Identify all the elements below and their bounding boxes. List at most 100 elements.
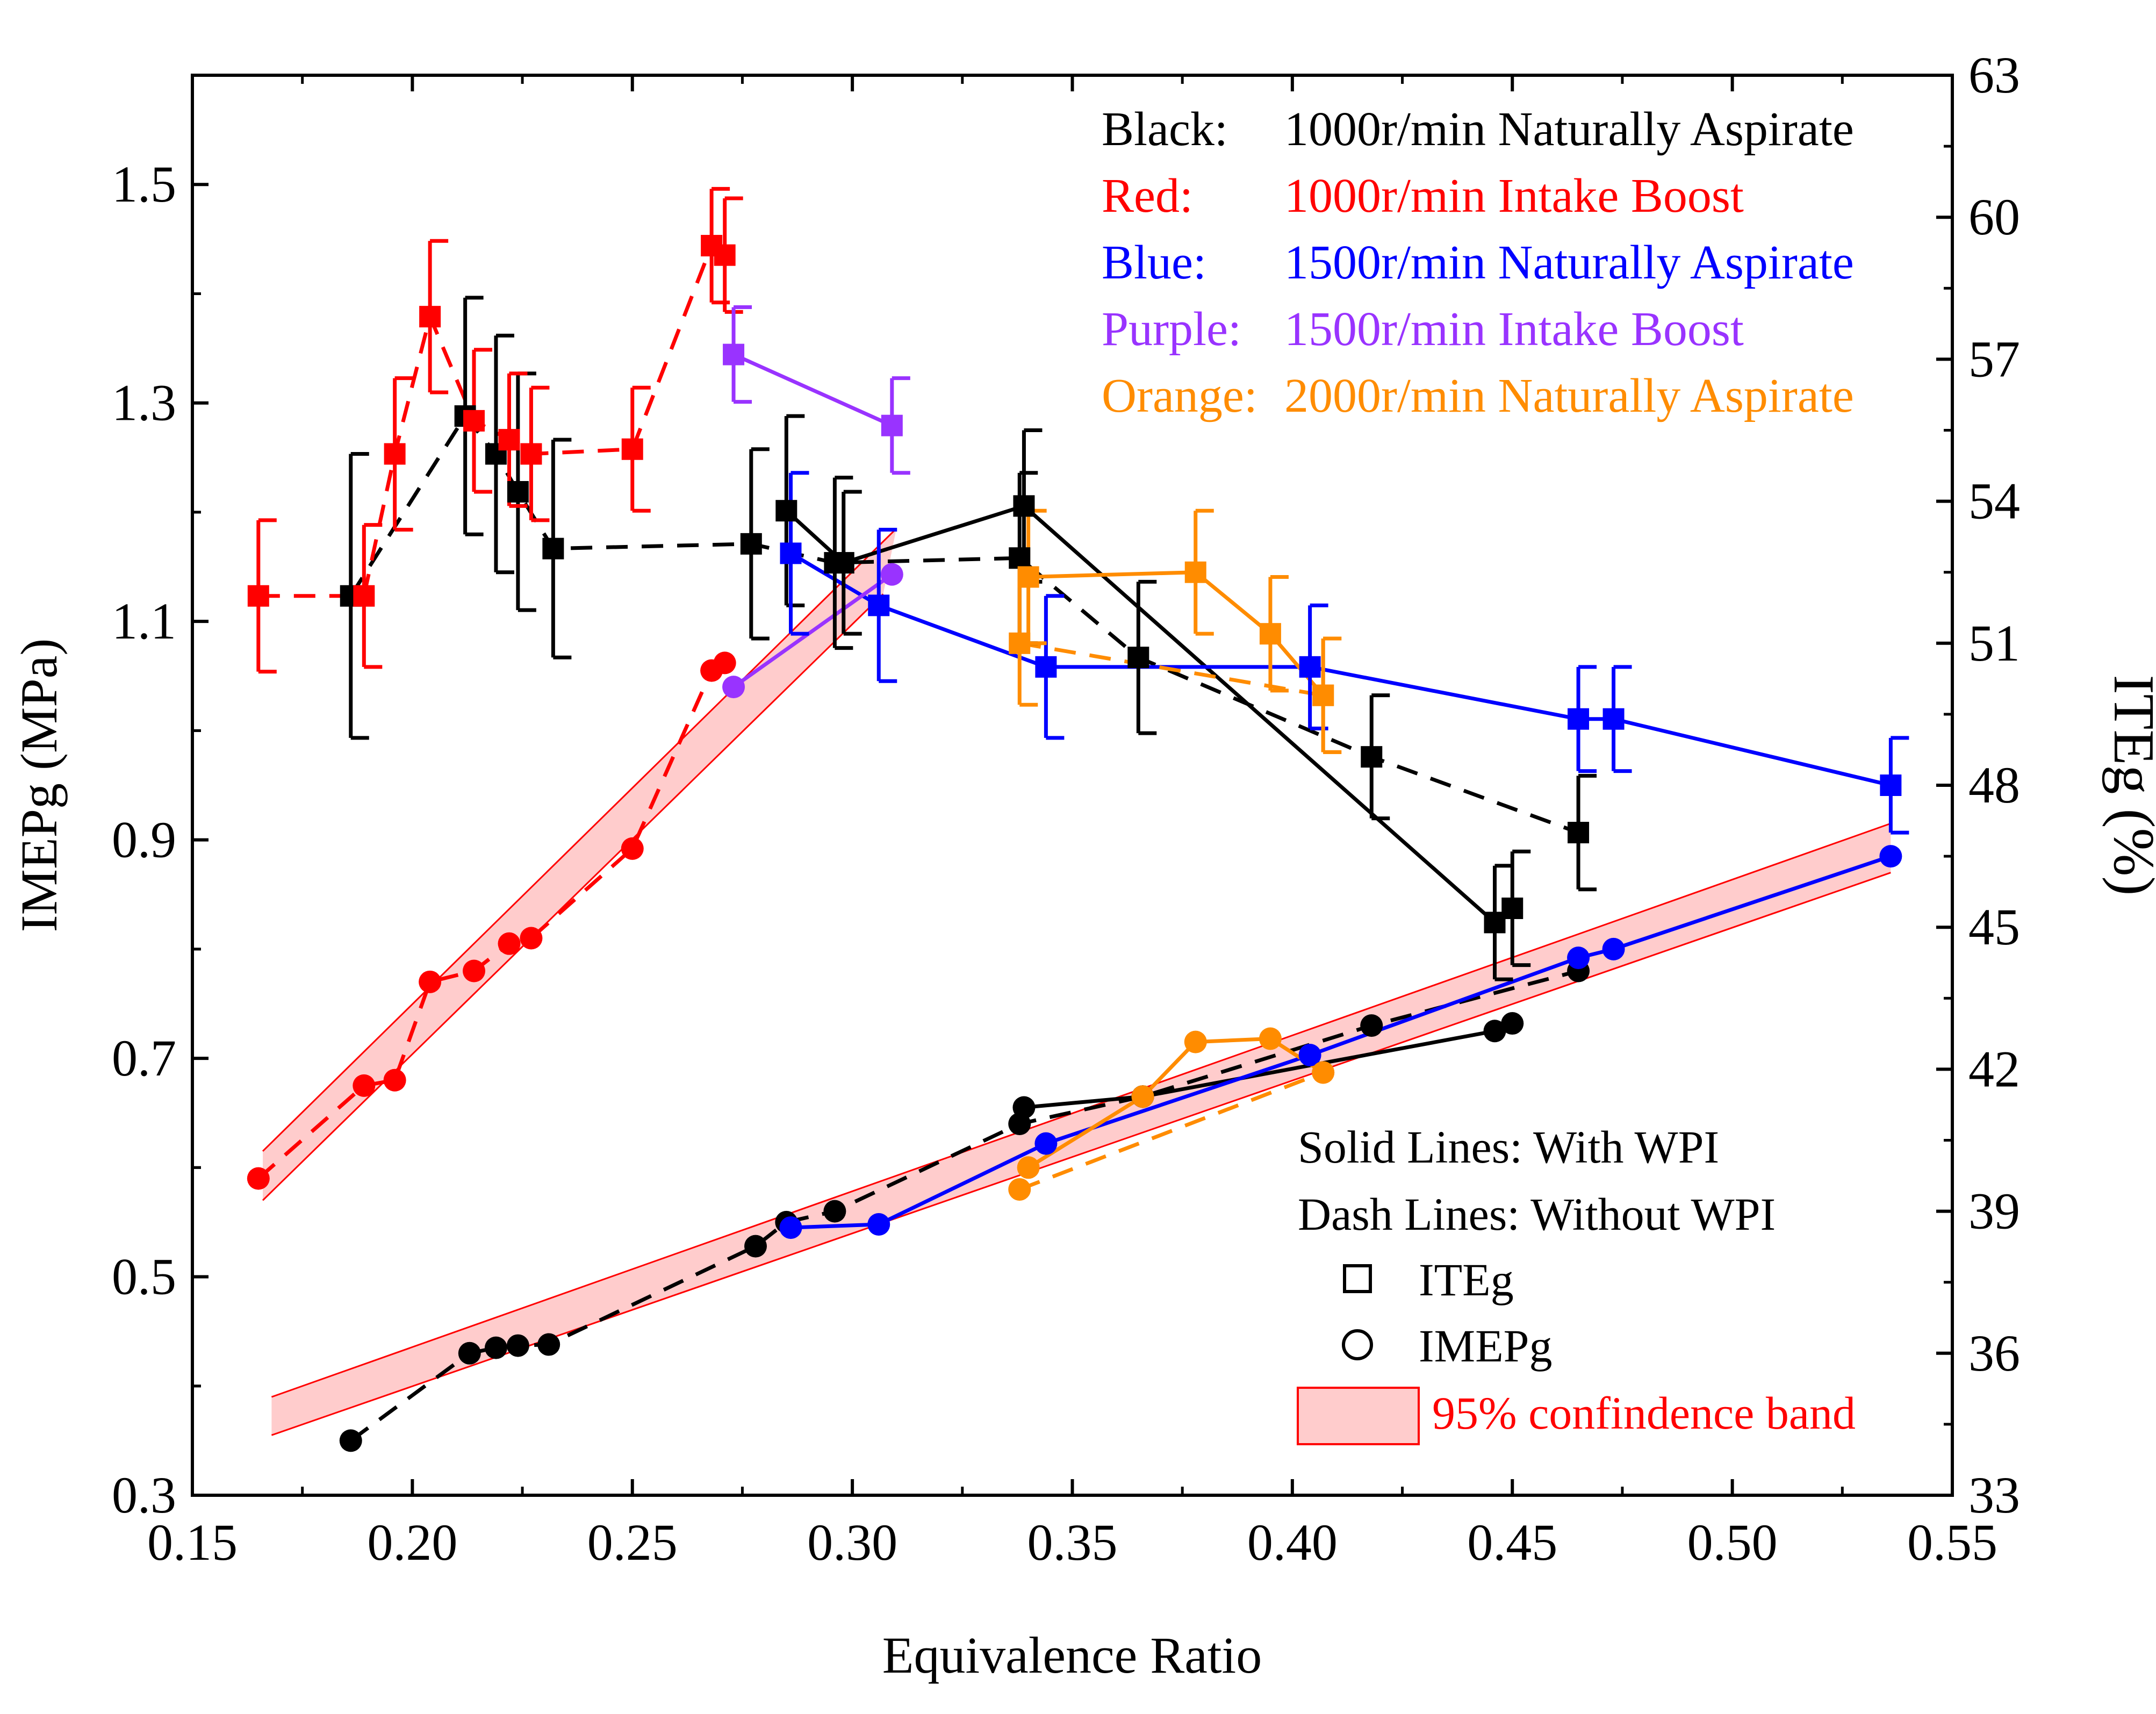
x-tick-label: 0.45 [1467,1514,1557,1571]
point-orange-iteg-with-wpi [1259,623,1281,645]
x-axis-label: Equivalence Ratio [882,1626,1262,1684]
y-right-tick-label: 60 [1968,188,2020,246]
legend-condition-text: 1500r/min Naturally Aspirate [1284,236,1854,289]
point-blue-iteg [1035,656,1057,678]
y-right-axis-label: ITEg (%) [2102,675,2156,896]
confidence-band-lower-0 [262,593,884,1201]
point-orange-iteg-without-wpi [1009,632,1031,654]
y-right-tick-label: 51 [1968,614,2020,672]
y-left-tick-label: 0.3 [112,1466,176,1524]
point-black-imepg-without-wpi [537,1333,560,1356]
point-red-iteg [247,585,269,607]
y-right-tick-label: 48 [1968,756,2020,814]
legend-square-label: ITEg [1419,1254,1514,1306]
point-orange-imepg-without-wpi [1312,1061,1335,1084]
point-black-imepg-without-wpi [823,1200,846,1223]
point-black-imepg-without-wpi [1360,1014,1383,1037]
legend-condition-prefix: Orange: [1102,369,1257,422]
point-blue-imepg [1602,937,1625,960]
legend-solid-lines: Solid Lines: With WPI [1298,1121,1719,1173]
series-line-black-imepg-without-wpi [349,969,1579,1443]
point-red-iteg [384,443,406,465]
point-black-iteg-without-wpi [1127,647,1149,669]
point-black-iteg-without-wpi [1568,822,1590,844]
point-black-iteg-without-wpi [507,481,529,503]
point-red-iteg [353,585,375,607]
x-tick-label: 0.30 [807,1514,897,1571]
y-left-tick-label: 0.7 [112,1029,176,1087]
series-line-purple-imepg [732,572,893,689]
x-tick-label: 0.20 [367,1514,457,1571]
x-tick-label: 0.55 [1907,1514,1997,1571]
y-right-tick-label: 45 [1968,898,2020,956]
point-black-imepg-without-wpi [506,1334,529,1357]
legend-conditions: Black: 1000r/min Naturally Aspirate Red: 10… [1102,103,1854,422]
point-blue-imepg [867,1213,890,1236]
y-left-axis-label: IMEPg (MPa) [10,639,68,933]
series-line-red-imepg [257,661,726,1180]
point-blue-iteg [1880,774,1902,796]
y-right-tick-label: 54 [1968,472,2020,530]
point-red-imepg [383,1068,406,1092]
point-blue-imepg [1298,1043,1321,1066]
point-red-iteg [714,244,736,266]
point-orange-iteg-with-wpi [1017,566,1039,588]
point-red-imepg [498,932,521,955]
point-blue-imepg [779,1216,802,1239]
point-red-imepg [419,970,442,993]
x-tick-label: 0.40 [1247,1514,1338,1571]
point-orange-imepg-with-wpi [1017,1156,1040,1179]
legend-condition-prefix: Blue: [1102,236,1206,289]
legend-circle-label: IMEPg [1419,1320,1552,1372]
plot-frame [191,74,1954,1497]
point-blue-iteg [1568,708,1590,730]
point-black-iteg-without-wpi [1009,547,1031,569]
point-red-iteg [419,306,441,328]
legend-styles: Solid Lines: With WPI Dash Lines: Withou… [1297,1121,1856,1445]
tick-labels: 0.15 0.20 0.25 0.30 0.35 0.40 0.45 0.50 0.55 0.3 0… [112,46,2020,1571]
y-right-tick-label: 63 [1968,46,2020,104]
point-red-imepg [247,1167,270,1190]
point-blue-iteg [1602,708,1625,730]
point-blue-imepg [1567,946,1590,970]
point-orange-imepg-with-wpi [1131,1085,1154,1108]
point-black-iteg-without-wpi [740,533,762,555]
point-black-imepg-with-wpi [1483,1020,1506,1043]
point-red-imepg [621,837,644,860]
legend-condition-text: 2000r/min Naturally Aspirate [1284,369,1854,422]
point-black-imepg-with-wpi [1501,1012,1524,1035]
point-orange-iteg-without-wpi [1312,684,1334,706]
x-tick-label: 0.35 [1027,1514,1118,1571]
point-black-iteg-with-wpi [775,500,797,522]
series-line-purple-iteg [732,353,893,427]
y-right-tick-label: 33 [1968,1466,2020,1524]
point-red-imepg [463,959,485,982]
y-right-tick-label: 39 [1968,1182,2020,1240]
point-blue-imepg [1034,1132,1058,1155]
series-line-orange-imepg-without-wpi [1018,1071,1324,1192]
point-black-imepg-without-wpi [484,1336,507,1359]
legend-band-swatch [1297,1387,1420,1445]
point-orange-imepg-with-wpi [1259,1027,1282,1050]
legend-condition-text: 1000r/min Naturally Aspirate [1284,103,1854,156]
point-red-iteg [520,443,542,465]
legend-dash-lines: Dash Lines: Without WPI [1298,1188,1776,1240]
legend-band-label: 95% confindence band [1432,1387,1856,1439]
point-orange-iteg-with-wpi [1184,561,1206,583]
point-black-iteg-without-wpi [542,537,564,560]
point-purple-imepg [722,676,745,699]
y-right-tick-label: 36 [1968,1324,2020,1382]
series-line-orange-iteg-without-wpi [1019,641,1324,698]
series-line-orange-iteg-with-wpi [1028,570,1325,697]
y-left-tick-label: 1.3 [112,374,176,432]
point-red-iteg [463,410,485,432]
legend-condition-text: 1000r/min Intake Boost [1284,169,1744,223]
point-red-imepg [353,1074,376,1097]
point-black-imepg-without-wpi [339,1429,362,1452]
point-blue-iteg [1299,656,1321,678]
y-left-tick-label: 0.9 [112,811,176,869]
point-orange-imepg-without-wpi [1008,1178,1031,1201]
legend-condition-prefix: Red: [1102,169,1193,223]
x-tick-label: 0.15 [147,1514,238,1571]
